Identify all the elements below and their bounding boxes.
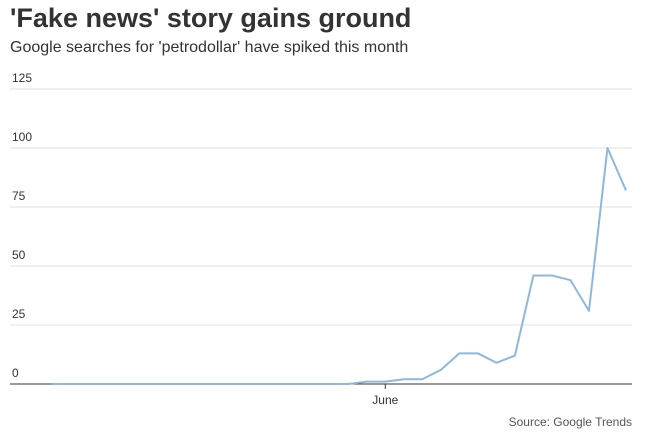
y-tick-label: 100 [12,130,32,144]
x-tick-label: June [372,393,398,407]
y-tick-label: 25 [12,307,26,321]
source: Source: Google Trends [509,415,632,429]
y-tick-label: 125 [12,71,32,85]
y-tick-label: 0 [12,366,19,380]
chart-title: 'Fake news' story gains ground [10,3,411,33]
y-tick-label: 75 [12,189,26,203]
y-tick-label: 50 [12,248,26,262]
chart-subtitle: Google searches for 'petrodollar' have s… [10,39,408,56]
line-series [52,147,627,385]
